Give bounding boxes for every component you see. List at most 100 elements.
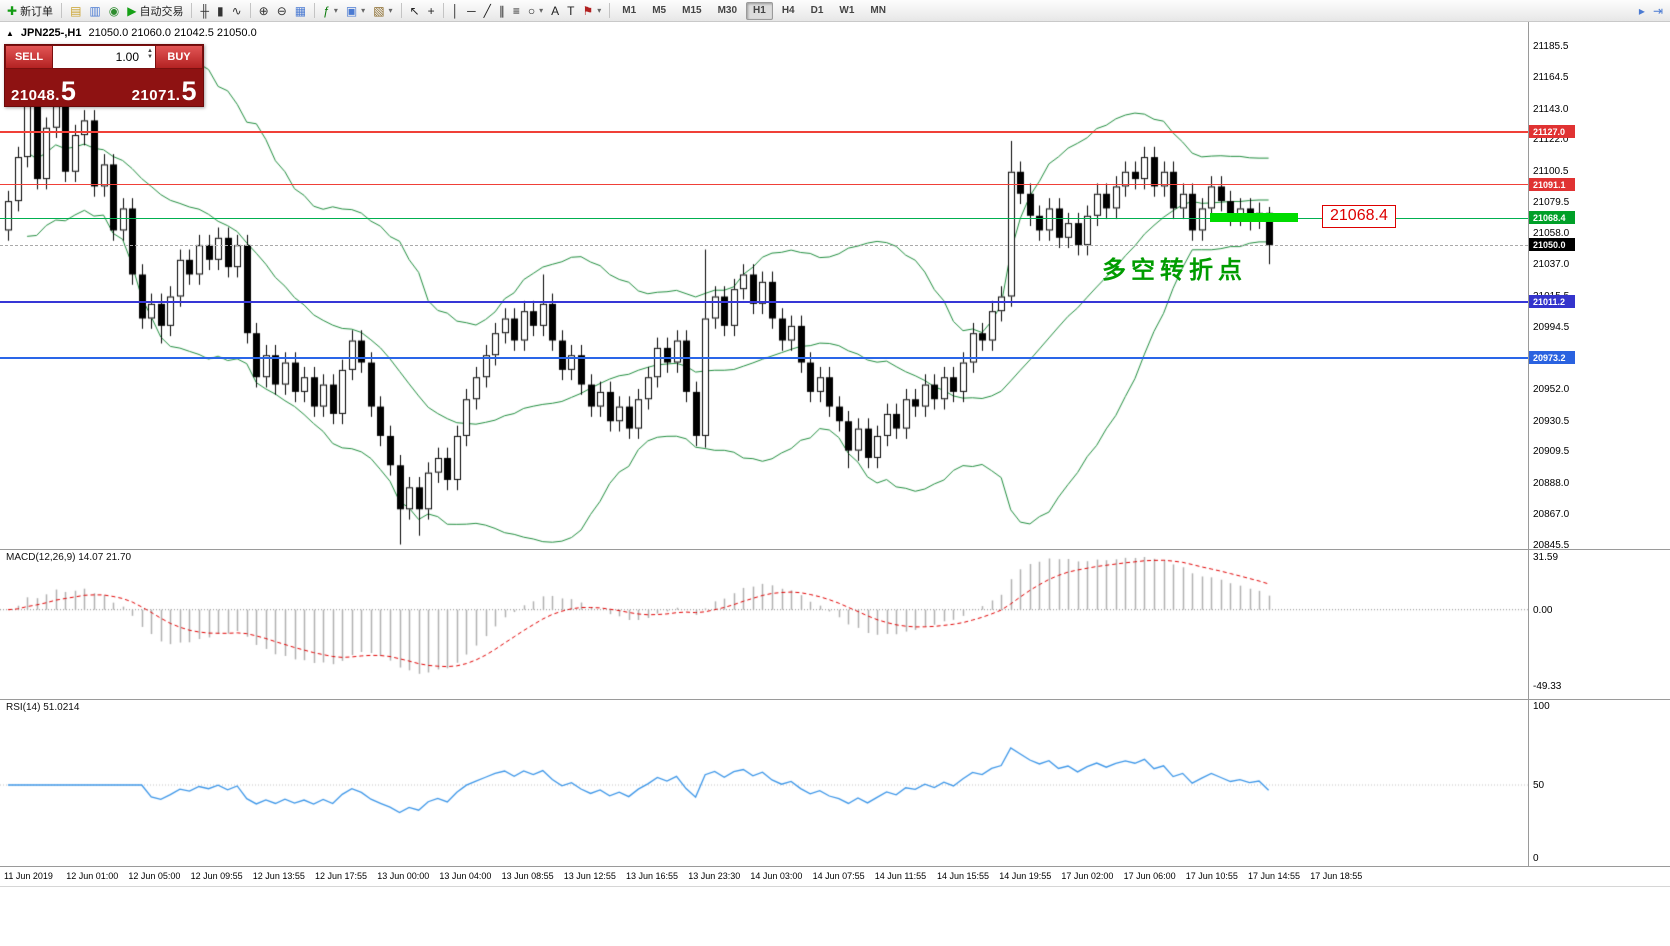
price-axis-label: 20994.5 [1533,321,1570,333]
volume-value: 1.00 [115,50,139,64]
hline-20973.2[interactable] [0,356,1528,359]
level-price-callout[interactable]: 21068.4 [1322,205,1396,228]
autotrading-button-icon: ▶ [127,3,137,18]
hline-21091.1[interactable] [0,184,1528,186]
vertical-line-icon: │ [451,3,460,18]
zoom-in-icon[interactable]: ⊕ [255,1,273,21]
price-axis-label: 21037.0 [1533,259,1570,271]
time-axis-label: 14 Jun 07:55 [812,871,865,881]
chart-shift-icon[interactable]: ⇥ [1649,1,1667,21]
cursor-icon[interactable]: ↖ [406,1,424,21]
periods-icon[interactable]: ▣ ▾ [342,1,369,21]
trendline-icon[interactable]: ╱ [480,1,495,21]
price-axis-label: 21079.5 [1533,196,1570,208]
buy-price[interactable]: 21071. 5 [132,78,197,105]
macd-indicator-label: MACD(12,26,9) 14.07 21.70 [6,552,132,563]
timeframe-m1-button[interactable]: M1 [615,2,643,20]
time-axis-label: 14 Jun 03:00 [750,871,803,881]
time-axis-label: 13 Jun 00:00 [377,871,430,881]
timeframe-h1-button[interactable]: H1 [746,1,773,20]
cursor-icon: ↖ [409,3,420,18]
navigator-icon[interactable]: ◉ [105,1,123,21]
price-axis-label: 21058.0 [1533,228,1570,240]
horizontal-line-icon[interactable]: ─ [463,1,480,21]
sell-button[interactable]: SELL [5,45,53,69]
chart-ohlc-values: 21050.0 21060.0 21042.5 21050.0 [88,27,257,39]
price-tag-21011.2: 21011.2 [1529,295,1575,309]
text-icon[interactable]: A [547,1,563,21]
market-watch-icon[interactable]: ▤ [66,1,85,21]
label-icon[interactable]: T [563,1,578,21]
hline-21011.2[interactable] [0,301,1528,304]
pivot-annotation-text[interactable]: 多空转折点 [1102,257,1247,284]
data-window-icon[interactable]: ▥ [85,1,104,21]
new-order-button-label: 新订单 [20,5,54,18]
trendline-icon: ╱ [483,3,491,18]
timeframe-d1-button[interactable]: D1 [804,2,831,20]
price-axis-label: 21122.0 [1533,134,1569,146]
horizontal-line-icon: ─ [467,3,476,18]
crosshair-icon[interactable]: + [424,1,439,21]
line-chart-type-icon[interactable]: ∿ [228,1,246,21]
sell-price[interactable]: 21048. 5 [11,76,77,107]
time-axis-label: 14 Jun 19:55 [999,871,1052,881]
indicators-icon: ƒ [323,3,330,18]
price-tag-21091.1: 21091.1 [1529,177,1575,191]
timeframe-h4-button[interactable]: H4 [775,2,802,20]
bar-chart-type-icon: ╫ [200,3,209,18]
time-axis-label: 17 Jun 14:55 [1248,871,1301,881]
vertical-line-icon[interactable]: │ [448,1,464,21]
panel-separator-rsi[interactable] [0,699,1670,700]
fibonacci-icon[interactable]: ≡ [509,1,524,21]
volume-spinner[interactable]: ▲ ▼ [147,48,153,60]
hline-21068.4[interactable] [0,217,1528,219]
chart-symbol-title: JPN225-,H1 [20,27,82,39]
price-tag-21050.0: 21050.0 [1529,238,1575,252]
chevron-down-icon: ▾ [333,6,338,15]
toolbar-separator [442,3,444,18]
chart-bottom-edge [0,886,1670,887]
price-axis-label: 20909.5 [1533,446,1570,458]
price-tag-21127.0: 21127.0 [1529,125,1575,139]
arrows-icon: ⚑ [582,3,594,18]
price-axis-label: 20845.5 [1533,540,1570,552]
toolbar-separator [314,3,316,18]
rsi-scale-label: 50 [1533,780,1545,791]
timeframe-w1-button[interactable]: W1 [832,2,861,20]
zoom-out-icon[interactable]: ⊖ [273,1,291,21]
tile-windows-icon[interactable]: ▦ [291,1,310,21]
one-click-trading-panel: SELL 1.00 ▲ ▼ BUY 21048. 5 21071. 5 [4,44,204,107]
channel-icon[interactable]: ∥ [495,1,509,21]
timeframe-mn-button[interactable]: MN [863,2,893,20]
highlight-rectangle[interactable] [1210,213,1298,222]
templates-icon[interactable]: ▧ ▾ [369,1,396,21]
indicators-icon[interactable]: ƒ ▾ [319,1,342,21]
price-axis-label: 21143.0 [1533,103,1569,115]
spinner-up-icon[interactable]: ▲ [147,48,153,54]
time-axis-label: 12 Jun 17:55 [315,871,368,881]
price-axis-label: 20867.0 [1533,508,1570,520]
time-axis-label: 13 Jun 12:55 [563,871,616,881]
spinner-down-icon[interactable]: ▼ [147,54,153,60]
shapes-icon[interactable]: ○ ▾ [524,1,547,21]
chevron-down-icon: ▾ [539,6,544,15]
panel-separator-macd[interactable] [0,549,1670,550]
hline-21050[interactable] [0,244,1528,246]
auto-scroll-icon[interactable]: ▸ [1635,1,1649,21]
sell-price-big-digit: 5 [60,76,77,107]
bar-chart-type-icon[interactable]: ╫ [196,1,213,21]
timeframe-m30-button[interactable]: M30 [711,2,744,20]
text-icon: A [551,3,560,18]
new-order-button[interactable]: ✚ 新订单 [3,1,57,21]
buy-button[interactable]: BUY [155,45,203,69]
volume-field[interactable]: 1.00 ▲ ▼ [53,45,155,69]
time-axis-label: 12 Jun 05:00 [128,871,181,881]
arrows-icon[interactable]: ⚑ ▾ [579,1,606,21]
autotrading-button[interactable]: ▶ 自动交易 [123,1,187,21]
candlestick-chart-type-icon[interactable]: ▮ [213,1,228,21]
hline-21127[interactable] [0,131,1528,134]
timeframe-m15-button[interactable]: M15 [675,2,708,20]
market-watch-icon: ▤ [70,3,82,18]
timeframe-m5-button[interactable]: M5 [645,2,673,20]
